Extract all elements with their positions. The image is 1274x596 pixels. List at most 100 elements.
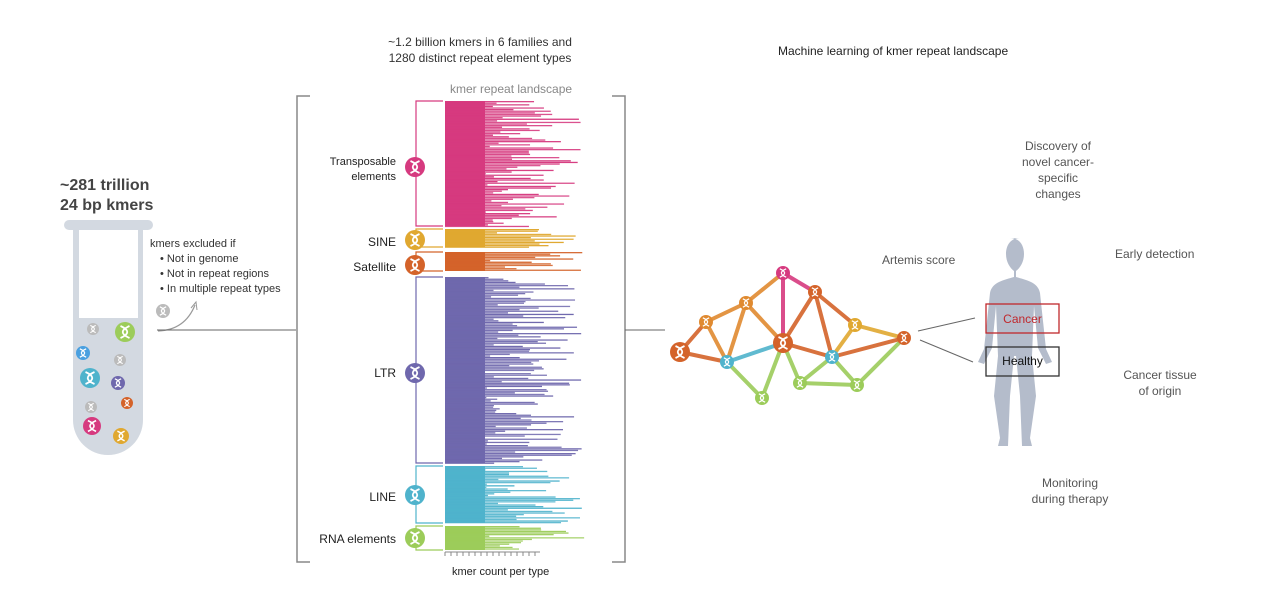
bar: [445, 389, 547, 391]
bar: [445, 382, 570, 384]
ml-title: Machine learning of kmer repeat landscap…: [778, 44, 1009, 58]
bar: [445, 422, 547, 424]
bar: [445, 189, 508, 191]
bar: [445, 414, 532, 416]
bar: [445, 548, 519, 550]
bar: [445, 320, 499, 322]
dna-circle: [83, 417, 101, 435]
tube-title-line: 24 bp kmers: [60, 197, 154, 214]
dna-strand: [124, 398, 130, 408]
bar: [445, 498, 580, 500]
dna-strand: [159, 306, 167, 316]
bar: [445, 217, 512, 220]
bar: [445, 169, 554, 172]
bar: [445, 139, 546, 141]
bar: [445, 490, 547, 492]
bar: [445, 344, 494, 346]
exclusion-item-text: In multiple repeat types: [166, 283, 281, 295]
bar: [445, 281, 516, 284]
x-axis: [444, 551, 540, 556]
bar: [445, 158, 513, 160]
bar: [445, 448, 582, 450]
bar: [445, 123, 527, 125]
bar: [445, 216, 557, 218]
dna-strand: [796, 378, 804, 388]
family-label-line: Transposable: [329, 156, 396, 168]
healthy-label: Healthy: [1002, 354, 1043, 368]
bar: [445, 323, 513, 325]
bar: [445, 214, 519, 216]
bar: [445, 520, 568, 522]
bar: [445, 419, 532, 421]
bar: [445, 485, 515, 487]
bar: [445, 184, 488, 186]
family-label-line: LINE: [369, 490, 396, 504]
dna-strand: [410, 366, 420, 380]
bar: [445, 430, 506, 432]
dna-strand: [900, 333, 908, 343]
dna-icon: [773, 333, 793, 353]
dna-circle: [848, 318, 862, 332]
bar: [445, 482, 551, 484]
bar: [445, 161, 578, 164]
dna-strand: [410, 160, 420, 174]
dna-strand: [85, 371, 95, 385]
bar: [445, 144, 531, 146]
bar: [445, 421, 564, 423]
bar: [445, 277, 489, 279]
bar: [445, 109, 514, 111]
bar: [445, 453, 576, 455]
healthy-pointer: [919, 339, 974, 363]
bar: [445, 313, 574, 316]
bar: [445, 480, 560, 482]
dna-icon: [113, 428, 129, 444]
right-bracket: [612, 95, 626, 563]
dna-circle: [405, 528, 425, 548]
dna-icon: [720, 355, 734, 369]
bar: [445, 203, 565, 205]
dna-icon: [114, 354, 126, 366]
exclusion-item: • Not in genome: [160, 253, 239, 265]
bar: [445, 328, 565, 330]
bar: [445, 509, 508, 511]
bar: [445, 398, 498, 400]
bar: [445, 294, 519, 296]
bar: [445, 512, 565, 514]
exclusion-item-text: Not in genome: [166, 253, 239, 265]
dna-circle: [156, 304, 170, 318]
bar: [445, 305, 571, 308]
dna-strand: [120, 325, 130, 339]
bar: [445, 149, 581, 151]
bar: [445, 283, 545, 285]
bar: [445, 368, 544, 370]
bar: [445, 537, 585, 539]
header-line: ~1.2 billion kmers in 6 families and: [388, 35, 572, 49]
bar: [445, 232, 498, 234]
bar: [445, 377, 529, 380]
bar: [445, 409, 497, 412]
bar: [445, 245, 549, 247]
bar: [445, 113, 553, 116]
text-line: of origin: [1138, 384, 1182, 398]
dna-circle: [113, 428, 129, 444]
early-detection-text: Early detection: [1115, 247, 1195, 261]
bar: [445, 532, 569, 534]
bar: [445, 350, 530, 352]
dna-icon: [670, 342, 690, 362]
network-edge: [725, 301, 748, 364]
bar: [445, 538, 532, 541]
bar: [445, 488, 508, 490]
human-body-icon: [978, 238, 1052, 446]
left-bracket: [296, 95, 310, 563]
bar: [445, 432, 496, 434]
dna-circle: [793, 376, 807, 390]
bar: [445, 510, 553, 513]
bar: [445, 486, 487, 489]
bar: [445, 374, 547, 376]
text-line: Cancer tissue: [1123, 368, 1197, 382]
dna-strand: [811, 287, 819, 297]
bar: [445, 112, 535, 114]
bar: [445, 363, 534, 365]
bar: [445, 467, 537, 469]
bar: [445, 168, 507, 170]
